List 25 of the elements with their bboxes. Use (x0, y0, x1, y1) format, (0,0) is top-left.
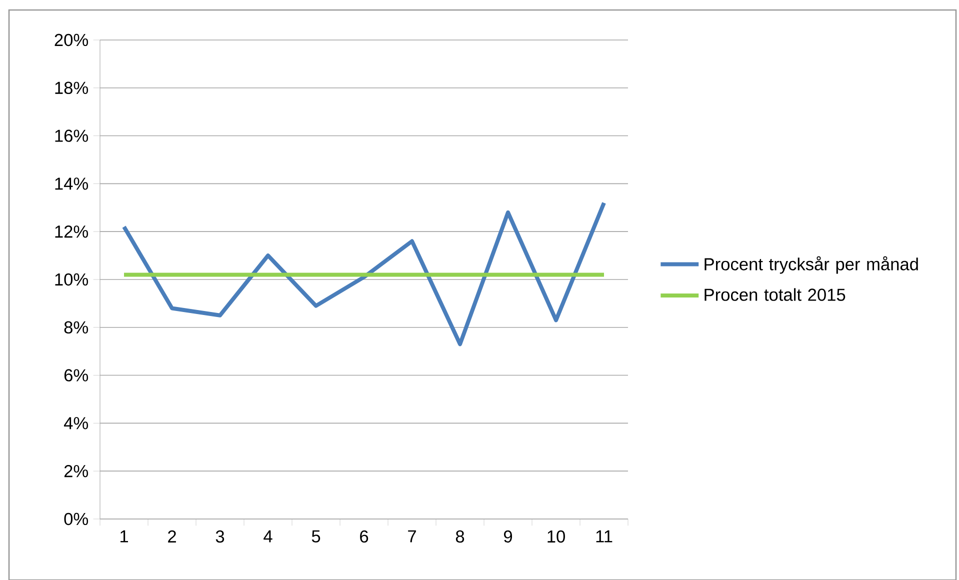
line-series (122, 200, 606, 346)
y-tick-label: 10% (55, 273, 88, 286)
y-tick-label: 14% (55, 178, 88, 190)
y-tick-label: 8% (64, 321, 88, 334)
x-tick-label: 11 (596, 530, 612, 542)
x-tick-label: 5 (312, 530, 320, 542)
y-tick-label: 2% (64, 464, 88, 478)
legend-label: Procen totalt 2015 (704, 288, 846, 301)
x-tick-label: 9 (504, 530, 512, 543)
y-tick-label: 4% (64, 417, 88, 430)
y-tick-label: 16% (55, 130, 88, 142)
x-tick-label: 2 (168, 530, 176, 542)
x-tick-label: 10 (548, 530, 565, 543)
y-tick-label: 18% (55, 82, 88, 94)
x-tick-label: 8 (456, 530, 464, 543)
x-tick-label: 4 (264, 530, 272, 542)
x-tick-label: 7 (408, 530, 416, 542)
x-tick-label: 1 (120, 530, 128, 542)
y-tick-label: 0% (64, 512, 88, 526)
y-tick-label: 12% (55, 225, 88, 238)
y-tick-label: 20% (54, 34, 88, 46)
x-tick-label: 3 (216, 530, 224, 543)
y-tick-label: 6% (64, 369, 88, 382)
x-tick-label: 6 (360, 530, 368, 543)
legend-label: Procent trycksår per månad (704, 256, 918, 274)
